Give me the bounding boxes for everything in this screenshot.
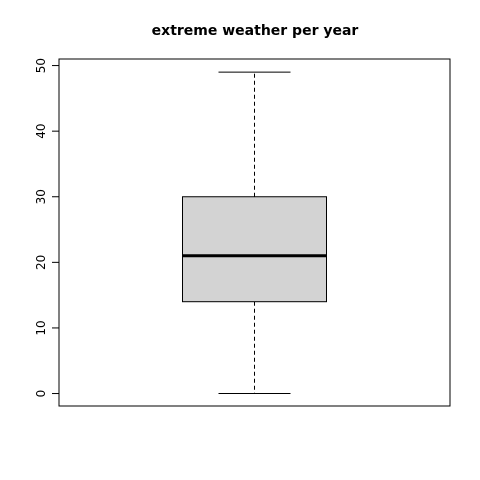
y-tick-label: 40 [34, 124, 48, 139]
y-tick-label: 50 [34, 58, 48, 73]
y-tick-label: 20 [34, 255, 48, 270]
box-plot [182, 71, 327, 395]
y-axis: 0 10 20 30 40 50 [34, 58, 60, 398]
iqr-box [182, 196, 327, 303]
chart-title: extreme weather per year [152, 23, 359, 39]
y-tick-label: 10 [34, 320, 48, 335]
y-tick-label: 30 [34, 189, 48, 204]
y-tick-label: 0 [34, 390, 48, 398]
